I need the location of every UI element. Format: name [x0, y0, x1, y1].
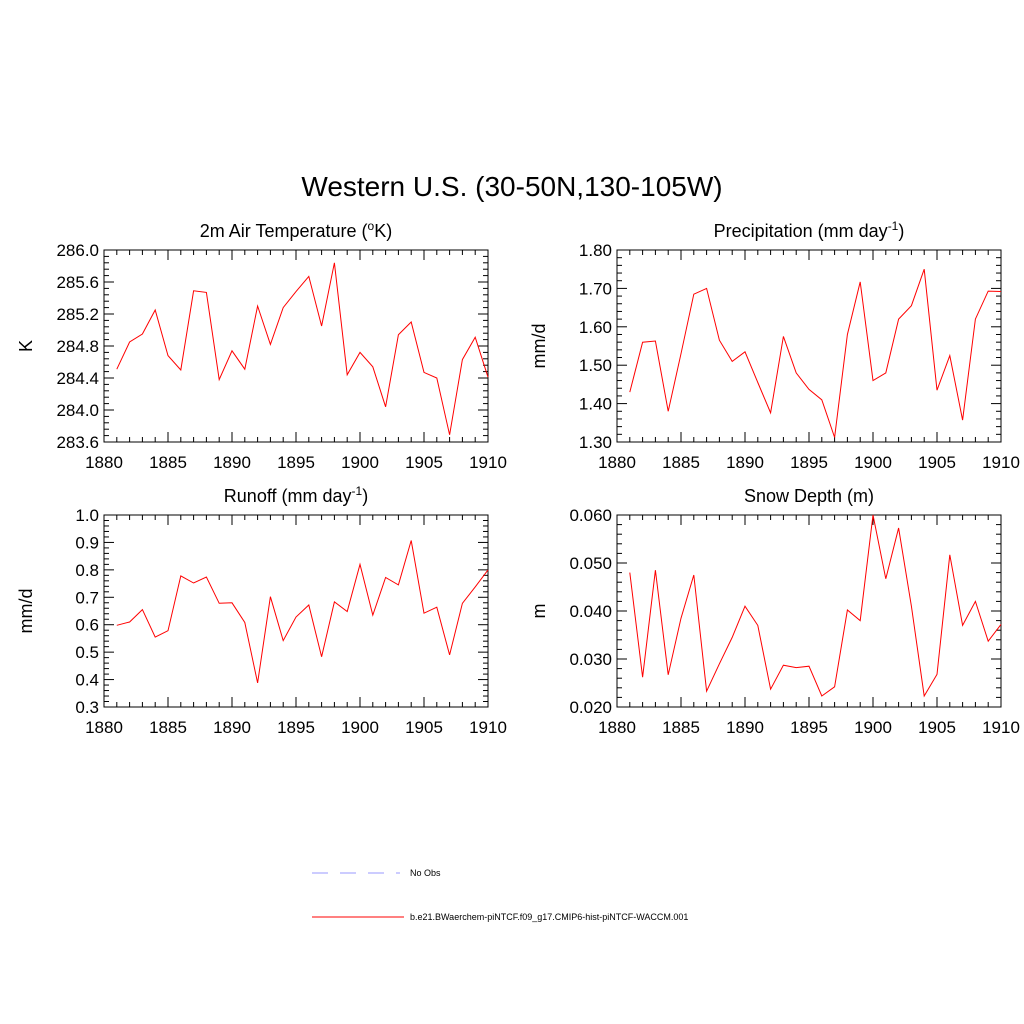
x-tick-label: 1880	[598, 718, 636, 737]
y-tick-label: 284.8	[56, 337, 99, 356]
panel-title-main: 2m Air Temperature (	[200, 221, 368, 241]
x-tick-label: 1890	[213, 453, 251, 472]
chart-panel-3: 1880 1885 1890 1895 1900 1905 1910 0.3 0.4 0.5 0.6…	[16, 484, 507, 737]
panel-title-main: Snow Depth (m)	[744, 486, 874, 506]
x-tick-label: 1890	[726, 453, 764, 472]
x-tick-label: 1885	[149, 453, 187, 472]
panel-title-main: Precipitation (mm day	[714, 221, 888, 241]
panel-title: Precipitation (mm day-1)	[714, 219, 905, 241]
y-tick-label: 0.4	[75, 671, 99, 690]
y-tick-label: 1.80	[579, 241, 612, 260]
chart-panel-2: 1880 1885 1890 1895 1900 1905 1910 1.30 1.40 1.50…	[529, 219, 1020, 472]
panel-title-end: K)	[374, 221, 392, 241]
y-tick-label: 0.6	[75, 616, 99, 635]
panel-title-end: )	[898, 221, 904, 241]
x-tick-label: 1880	[598, 453, 636, 472]
series-line	[629, 269, 1002, 438]
y-tick-label: 284.4	[56, 369, 99, 388]
legend-model-label: b.e21.BWaerchem-piNTCF.f09_g17.CMIP6-his…	[410, 912, 688, 922]
series-line	[629, 514, 1002, 698]
x-tick-label: 1880	[85, 453, 123, 472]
x-tick-label: 1905	[405, 718, 443, 737]
panel-title-main: Runoff (mm day	[224, 486, 352, 506]
x-tick-label: 1905	[918, 718, 956, 737]
x-tick-label: 1900	[341, 718, 379, 737]
x-tick-label: 1910	[469, 453, 507, 472]
y-tick-label: 1.60	[579, 318, 612, 337]
y-tick-label: 1.0	[75, 506, 99, 525]
x-tick-label: 1895	[277, 718, 315, 737]
panel-title-superscript: o	[368, 219, 375, 233]
series-line	[116, 262, 489, 435]
y-tick-label: 0.5	[75, 643, 99, 662]
x-tick-label: 1890	[726, 718, 764, 737]
y-tick-label: 285.6	[56, 273, 99, 292]
x-tick-label: 1885	[662, 718, 700, 737]
y-axis-label: mm/d	[529, 324, 549, 369]
y-tick-label: 0.050	[569, 554, 612, 573]
x-tick-label: 1900	[854, 453, 892, 472]
legend-obs-label: No Obs	[410, 868, 441, 878]
y-tick-label: 0.020	[569, 698, 612, 717]
x-tick-label: 1895	[277, 453, 315, 472]
y-axis-label: K	[16, 340, 36, 352]
x-tick-label: 1910	[469, 718, 507, 737]
page-title: Western U.S. (30-50N,130-105W)	[301, 171, 722, 202]
y-tick-label: 0.9	[75, 533, 99, 552]
plot-frame	[103, 249, 489, 443]
y-axis-label: mm/d	[16, 589, 36, 634]
x-tick-label: 1905	[405, 453, 443, 472]
y-tick-label: 285.2	[56, 305, 99, 324]
y-tick-label: 284.0	[56, 401, 99, 420]
panel-title: 2m Air Temperature (oK)	[200, 219, 392, 241]
x-tick-label: 1900	[854, 718, 892, 737]
panel-title-superscript: -1	[888, 219, 899, 233]
x-tick-label: 1880	[85, 718, 123, 737]
legend: No Obs b.e21.BWaerchem-piNTCF.f09_g17.CM…	[312, 868, 688, 922]
x-tick-label: 1895	[790, 453, 828, 472]
y-axis-label: m	[529, 604, 549, 619]
panel-title-end: )	[362, 486, 368, 506]
chart-panel-4: 1880 1885 1890 1895 1900 1905 1910 0.020 0.030 0.…	[529, 486, 1020, 737]
y-tick-label: 283.6	[56, 433, 99, 452]
y-tick-label: 1.40	[579, 395, 612, 414]
x-tick-label: 1885	[149, 718, 187, 737]
y-tick-label: 0.060	[569, 506, 612, 525]
x-tick-label: 1895	[790, 718, 828, 737]
x-tick-label: 1905	[918, 453, 956, 472]
panels: 1880 1885 1890 1895 1900 1905 1910 283.6 284.0 28…	[16, 219, 1020, 737]
plot-frame	[616, 249, 1002, 443]
panel-title-superscript: -1	[352, 484, 363, 498]
y-tick-label: 1.50	[579, 356, 612, 375]
x-tick-label: 1890	[213, 718, 251, 737]
y-tick-label: 1.30	[579, 433, 612, 452]
y-tick-label: 0.7	[75, 588, 99, 607]
x-tick-label: 1910	[982, 453, 1020, 472]
y-tick-label: 0.8	[75, 561, 99, 580]
y-tick-label: 286.0	[56, 241, 99, 260]
x-tick-label: 1900	[341, 453, 379, 472]
series-line	[116, 540, 489, 684]
panel-title: Snow Depth (m)	[744, 486, 874, 506]
y-tick-label: 0.040	[569, 602, 612, 621]
plot-frame	[103, 514, 489, 708]
y-tick-label: 0.3	[75, 698, 99, 717]
y-tick-label: 0.030	[569, 650, 612, 669]
panel-title: Runoff (mm day-1)	[224, 484, 368, 506]
y-tick-label: 1.70	[579, 279, 612, 298]
chart-panel-1: 1880 1885 1890 1895 1900 1905 1910 283.6 284.0 28…	[16, 219, 507, 472]
x-tick-label: 1910	[982, 718, 1020, 737]
x-tick-label: 1885	[662, 453, 700, 472]
